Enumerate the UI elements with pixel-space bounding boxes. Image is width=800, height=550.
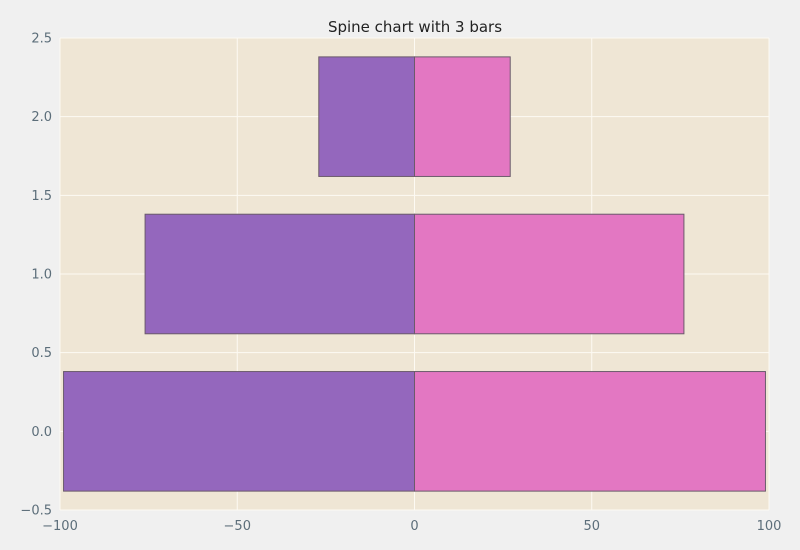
x-tick-label-4: 100 — [757, 519, 782, 534]
bar-right-2 — [414, 56, 511, 177]
y-axis-ticks: −0.5 0.0 0.5 1.0 1.5 2.0 2.5 — [20, 32, 52, 519]
bar-left-0 — [63, 371, 415, 492]
bars-group — [63, 56, 766, 492]
y-tick-label-0: −0.5 — [20, 504, 52, 519]
bar-left-1 — [144, 213, 416, 335]
x-tick-label-0: −100 — [42, 519, 78, 534]
x-tick-label-2: 0 — [410, 519, 418, 534]
y-tick-label-4: 1.5 — [31, 189, 52, 204]
y-tick-label-6: 2.5 — [31, 32, 52, 47]
bar-right-0 — [414, 371, 766, 492]
x-tick-label-1: −50 — [224, 519, 251, 534]
x-axis-ticks: −100 −50 0 50 100 — [42, 519, 781, 534]
chart-title: Spine chart with 3 bars — [328, 18, 502, 36]
y-tick-label-3: 1.0 — [31, 268, 52, 283]
x-tick-label-3: 50 — [583, 519, 600, 534]
y-tick-label-1: 0.0 — [31, 425, 52, 440]
y-tick-label-2: 0.5 — [31, 346, 52, 361]
bar-left-2 — [318, 56, 415, 177]
y-tick-label-5: 2.0 — [31, 110, 52, 125]
bar-right-1 — [414, 213, 685, 335]
